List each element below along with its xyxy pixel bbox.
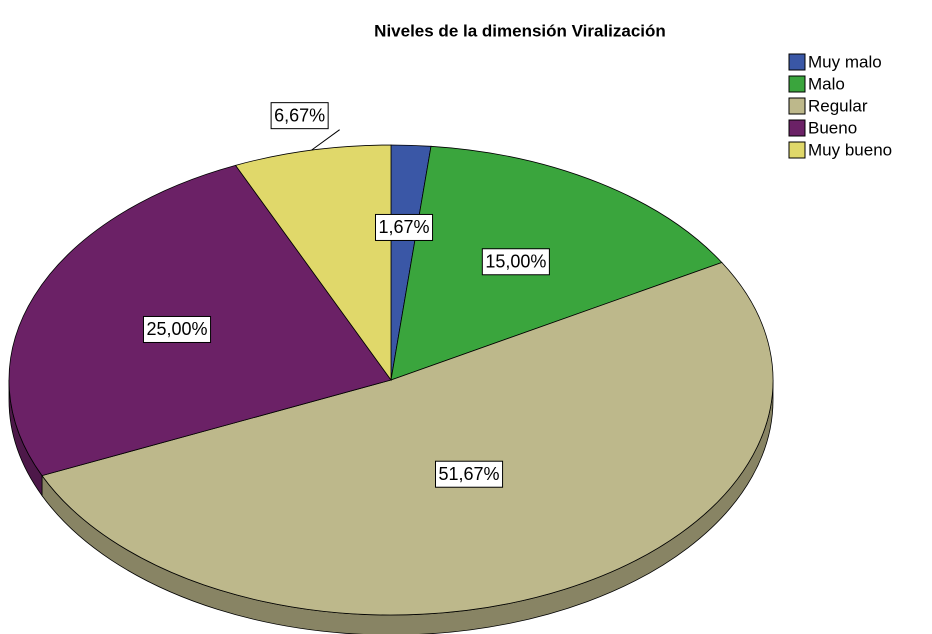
- label-text: 6,67%: [274, 105, 325, 125]
- slice: [390, 145, 723, 381]
- slice: [41, 262, 774, 616]
- label-text: 25,00%: [146, 319, 207, 339]
- leader-line: [311, 129, 340, 151]
- label-box: [435, 460, 504, 488]
- label-text: 51,67%: [439, 464, 500, 484]
- legend-label: Muy malo: [808, 52, 882, 71]
- legend-label: Muy bueno: [808, 140, 892, 159]
- label-box: [270, 102, 329, 130]
- legend-swatch: [788, 53, 806, 71]
- legend-label: Regular: [808, 96, 868, 115]
- legend-label: Malo: [808, 74, 845, 93]
- data-label: 15,00%: [481, 248, 550, 276]
- legend-swatch: [788, 141, 806, 159]
- slice: [234, 144, 392, 382]
- label-box: [374, 213, 434, 241]
- data-label: 25,00%: [142, 315, 212, 343]
- label-text: 15,00%: [485, 252, 546, 272]
- data-label: 6,67%: [270, 102, 329, 130]
- legend-swatch: [788, 75, 806, 93]
- legend-swatch: [788, 119, 806, 137]
- legend-label: Bueno: [808, 118, 857, 137]
- data-label: 51,67%: [435, 460, 504, 488]
- label-box: [481, 248, 550, 276]
- chart-title: Niveles de la dimensión Viralización: [374, 21, 666, 40]
- legend-swatch: [788, 97, 806, 115]
- label-text: 1,67%: [378, 217, 429, 237]
- data-label: 1,67%: [374, 213, 434, 241]
- label-box: [142, 315, 212, 343]
